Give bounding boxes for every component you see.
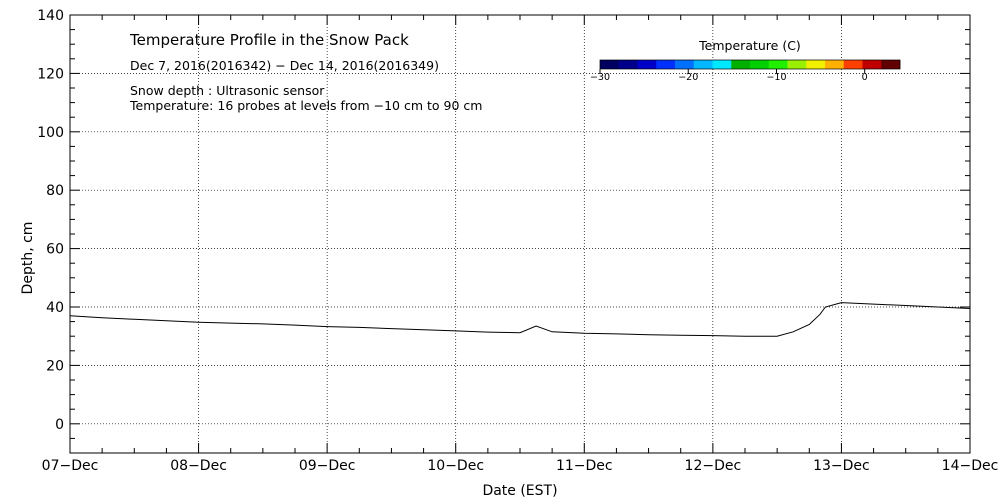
x-tick-labels: 07−Dec 08−Dec 09−Dec 10−Dec 11−Dec 12−Dec 13−D… [42, 458, 999, 474]
y-tick-label: 40 [46, 300, 64, 316]
colorbar-swatch [806, 60, 826, 69]
colorbar-title: Temperature (C) [698, 38, 801, 53]
colorbar-swatch [675, 60, 695, 69]
series-layer [69, 302, 971, 337]
x-tick-label: 07−Dec [42, 458, 99, 474]
colorbar-swatch [750, 60, 770, 69]
grid-lines [70, 15, 970, 453]
chart-subtitle: Dec 7, 2016(2016342) − Dec 14, 2016(2016… [130, 58, 439, 73]
y-tick-label: 0 [55, 417, 64, 433]
colorbar-tick-label: −20 [678, 72, 698, 83]
plot-frame [69, 14, 971, 454]
colorbar-frame [599, 59, 901, 70]
y-tick-labels: 0 20 40 60 80 100 120 140 [37, 8, 64, 433]
colorbar-swatch [731, 60, 751, 69]
colorbar-swatch [618, 60, 638, 69]
y-tick-label: 140 [37, 8, 64, 24]
x-tick-label: 13−Dec [813, 458, 870, 474]
y-tick-label: 60 [46, 242, 64, 258]
colorbar-swatch [600, 60, 620, 69]
chart-title: Temperature Profile in the Snow Pack [129, 31, 409, 49]
y-tick-label: 120 [37, 66, 64, 82]
axis-ticks [69, 14, 971, 454]
colorbar-swatch [637, 60, 657, 69]
x-tick-label: 14−Dec [942, 458, 999, 474]
x-tick-label: 12−Dec [685, 458, 742, 474]
snow-depth-line [69, 302, 971, 337]
colorbar-tick-label: 0 [862, 72, 868, 83]
x-axis-label: Date (EST) [482, 483, 557, 499]
x-tick-label: 10−Dec [427, 458, 484, 474]
colorbar [599, 59, 901, 73]
annotation-temperature: Temperature: 16 probes at levels from −1… [129, 98, 482, 113]
colorbar-swatch [693, 60, 713, 69]
y-axis-label: Depth, cm [20, 222, 36, 295]
x-tick-label: 11−Dec [556, 458, 613, 474]
colorbar-swatch [656, 60, 676, 69]
x-tick-label: 09−Dec [299, 458, 356, 474]
colorbar-swatch [768, 60, 788, 69]
colorbar-swatch [787, 60, 807, 69]
x-tick-label: 08−Dec [170, 458, 227, 474]
colorbar-tick-labels: −30 −20 −10 0 [590, 72, 868, 83]
y-tick-label: 80 [46, 183, 64, 199]
colorbar-tick-label: −30 [590, 72, 610, 83]
colorbar-swatch [881, 60, 901, 69]
y-tick-label: 100 [37, 125, 64, 141]
colorbar-swatch [843, 60, 863, 69]
colorbar-swatch [825, 60, 845, 69]
colorbar-swatch [862, 60, 882, 69]
colorbar-swatch [712, 60, 732, 69]
y-tick-label: 20 [46, 358, 64, 374]
colorbar-tick-label: −10 [766, 72, 786, 83]
annotation-snow-depth: Snow depth : Ultrasonic sensor [130, 83, 325, 98]
